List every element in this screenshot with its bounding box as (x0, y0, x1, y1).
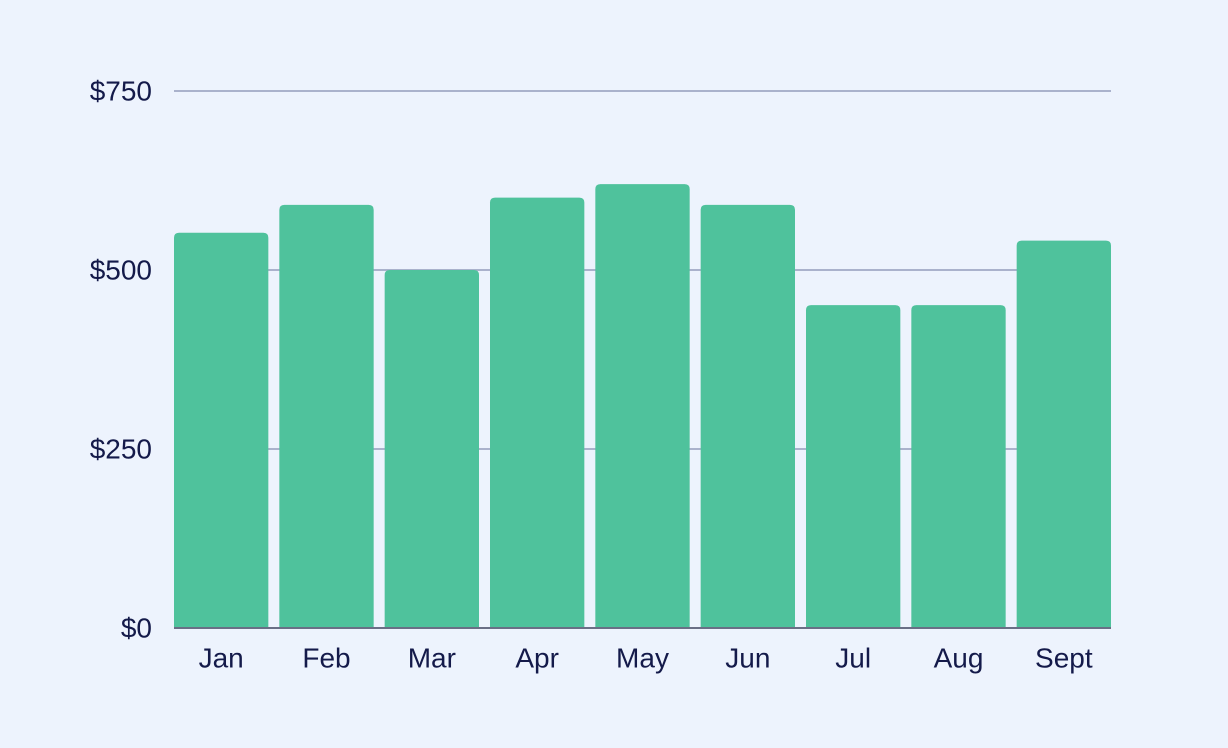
bar-jul (806, 305, 901, 628)
y-tick-label: $250 (90, 434, 152, 465)
x-tick-label-aug: Aug (934, 643, 984, 674)
bar-jun (700, 204, 795, 628)
bar-sept (1016, 240, 1111, 629)
y-tick-label: $0 (121, 613, 152, 644)
bar-apr (490, 197, 585, 628)
bar-feb (279, 204, 374, 628)
x-tick-label-apr: Apr (515, 643, 559, 674)
y-tick-label: $750 (90, 76, 152, 107)
y-tick-label: $500 (90, 255, 152, 286)
x-tick-label-mar: Mar (408, 643, 456, 674)
bar-mar (384, 270, 479, 628)
bar-may (595, 184, 690, 628)
x-axis-tick-labels: Jan Feb Mar Apr May Jun Jul Aug Sept (199, 643, 1093, 674)
x-tick-label-feb: Feb (302, 643, 350, 674)
x-tick-label-jan: Jan (199, 643, 244, 674)
x-tick-label-jul: Jul (835, 643, 871, 674)
bar-jan (174, 232, 269, 628)
x-tick-label-jun: Jun (725, 643, 770, 674)
x-tick-label-may: May (616, 643, 669, 674)
bar-aug (911, 305, 1006, 628)
bars (174, 184, 1111, 629)
y-axis-tick-labels: $0 $250 $500 $750 (90, 76, 152, 644)
x-tick-label-sept: Sept (1035, 643, 1093, 674)
